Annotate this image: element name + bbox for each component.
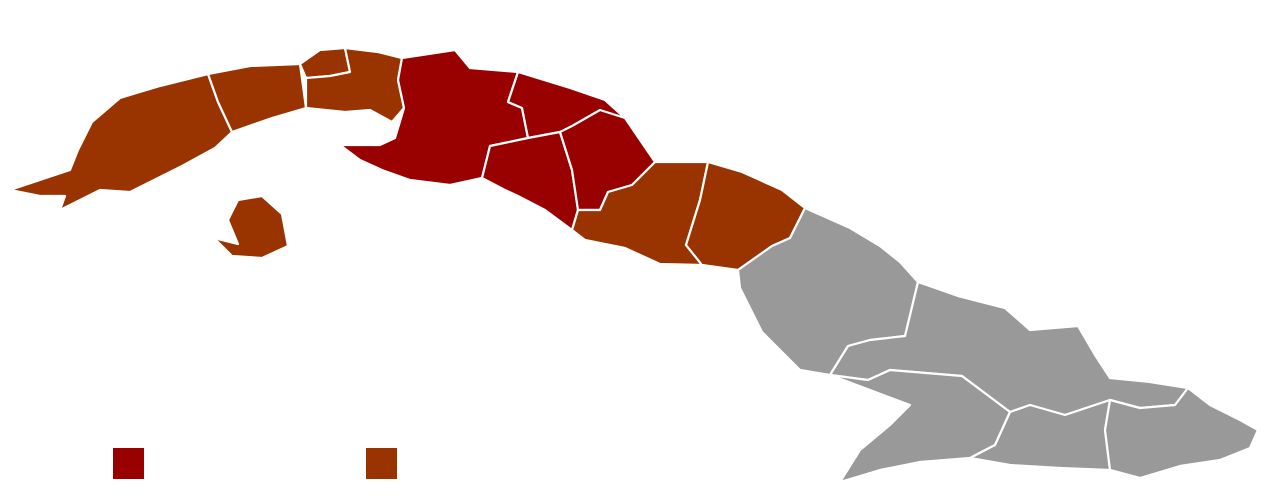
province-isla-de-la-juventud[interactable] xyxy=(212,194,290,260)
legend-swatch-brown xyxy=(366,448,397,479)
province-granma[interactable] xyxy=(828,368,1012,484)
province-artemisa[interactable] xyxy=(206,62,308,134)
province-guantanamo[interactable] xyxy=(1103,386,1260,480)
province-pinar-del-rio[interactable] xyxy=(8,72,234,212)
legend-swatch-dark-red xyxy=(113,448,144,479)
